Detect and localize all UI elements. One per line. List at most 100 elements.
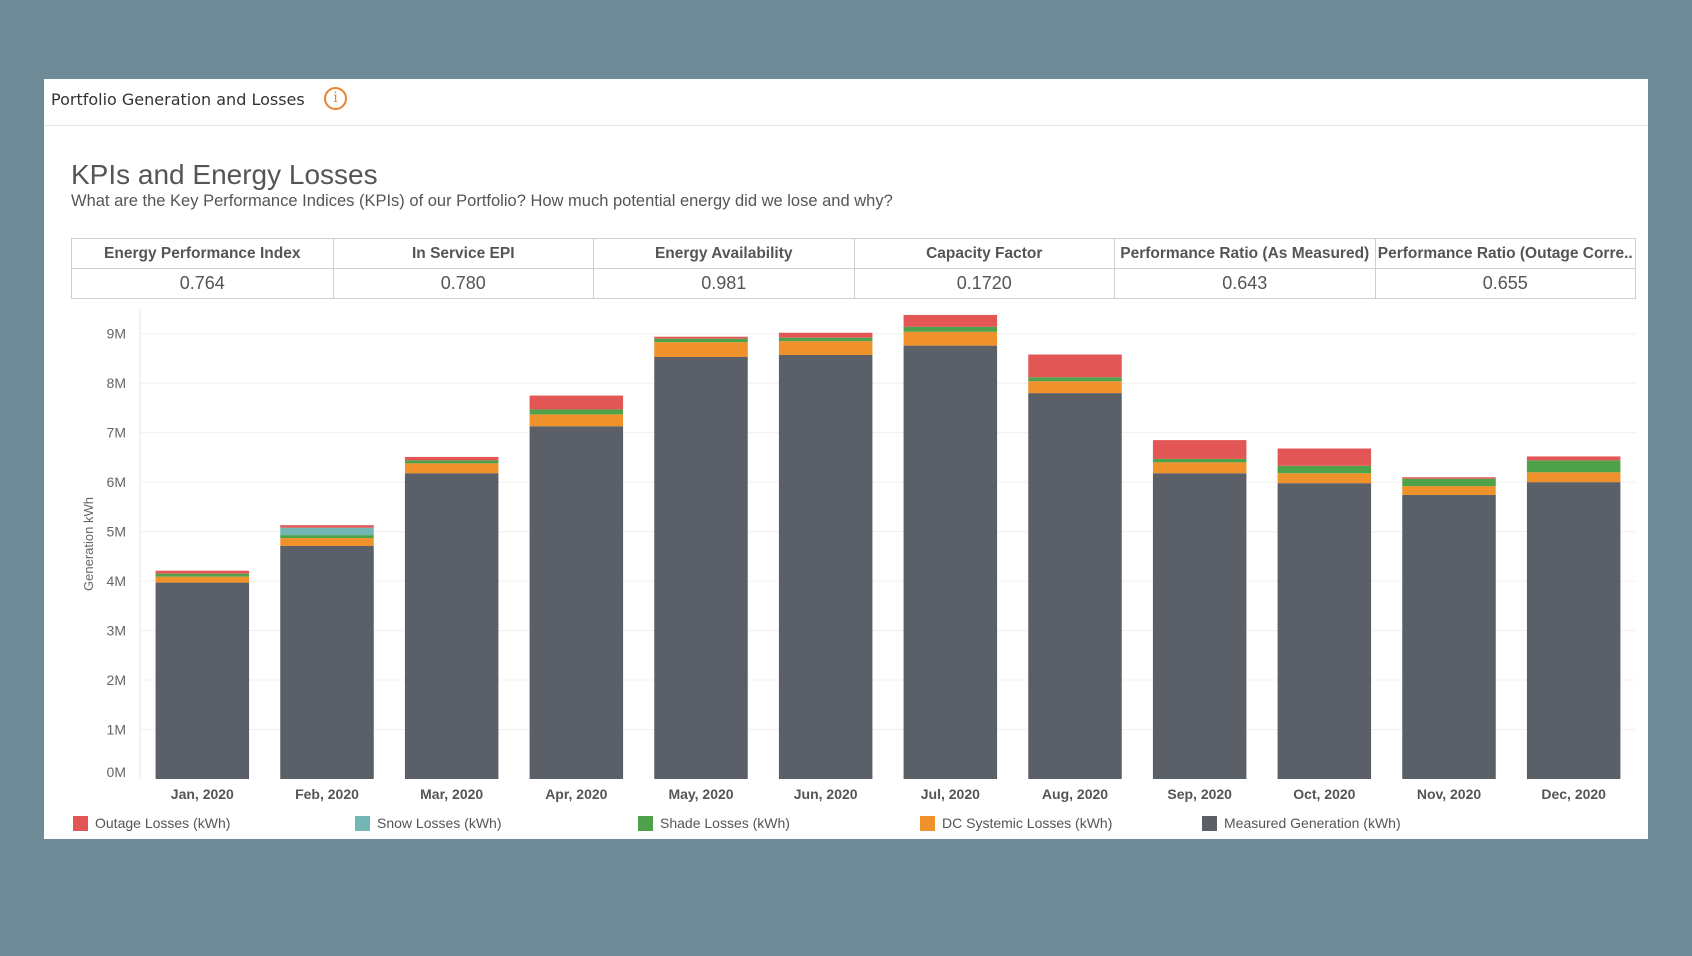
legend-swatch (920, 815, 935, 831)
bar-segment (404, 473, 499, 779)
bar-segment (1402, 486, 1496, 496)
bar-segment (404, 460, 499, 464)
dashboard-panel: Portfolio Generation and Losses i KPIs a… (44, 79, 1648, 839)
bar-segment (529, 414, 624, 427)
bar-segment (1152, 458, 1247, 463)
bar-segment (280, 538, 374, 546)
x-tick-label: Oct, 2020 (1293, 786, 1355, 802)
kpi-value-in-service-epi: 0.780 (332, 269, 594, 298)
bar-segment (1402, 477, 1496, 479)
info-icon[interactable]: i (324, 87, 347, 110)
bar-segment (654, 342, 748, 357)
bar-segment (1028, 381, 1122, 394)
bar-segment (903, 326, 998, 332)
kpi-header-in-service-epi: In Service EPI (332, 239, 593, 269)
legend-item[interactable]: Measured Generation (kWh) (1202, 815, 1401, 831)
bar-segment (1028, 393, 1122, 779)
bar-segment (778, 337, 873, 342)
kpi-value-capacity-factor: 0.1720 (853, 269, 1115, 298)
kpi-header-capacity-factor: Capacity Factor (853, 239, 1114, 269)
kpi-section-subtitle: What are the Key Performance Indices (KP… (71, 192, 893, 210)
legend-label: Outage Losses (kWh) (95, 815, 231, 831)
x-tick-label: Dec, 2020 (1541, 786, 1606, 802)
bar-segment (654, 336, 748, 339)
bar-segment (1277, 465, 1372, 474)
bar-segment (529, 395, 624, 410)
bar-segment (1152, 440, 1247, 459)
x-tick-label: Sep, 2020 (1167, 786, 1232, 802)
legend-item[interactable]: DC Systemic Losses (kWh) (920, 815, 1112, 831)
legend-swatch (1202, 815, 1217, 831)
legend-label: Snow Losses (kWh) (377, 815, 502, 831)
bar-segment (404, 463, 499, 474)
bar-segment (280, 527, 374, 536)
bar-segment (1152, 462, 1247, 474)
panel-title: Portfolio Generation and Losses (51, 90, 305, 109)
x-tick-label: Nov, 2020 (1417, 786, 1482, 802)
legend-label: DC Systemic Losses (kWh) (942, 815, 1113, 831)
kpi-header-performance-ratio-outage-corrected: Performance Ratio (Outage Corre.. (1374, 239, 1635, 269)
kpi-table: Energy Performance Index In Service EPI … (71, 238, 1636, 299)
x-tick-label: Mar, 2020 (420, 786, 483, 802)
stacked-bar-chart: 0M 1M 2M 3M 4M 5M 6M 7M 8M 9M Generation kWh Jan, 2… (81, 309, 1636, 802)
y-tick-label: 3M (107, 623, 126, 639)
kpi-value-performance-ratio-measured: 0.643 (1114, 269, 1375, 298)
bar-segment (654, 356, 748, 779)
bar-segment (155, 570, 250, 574)
bar-segment (155, 573, 250, 577)
x-tick-label: May, 2020 (668, 786, 733, 802)
y-tick-label: 8M (107, 375, 126, 391)
bar-segment (155, 576, 250, 583)
bar-segment (1402, 495, 1496, 779)
bar-segment (529, 409, 624, 415)
y-tick-label: 6M (107, 474, 126, 490)
panel-header: Portfolio Generation and Losses i (44, 79, 1648, 126)
x-tick-label: Feb, 2020 (295, 786, 359, 802)
bar-segment (1526, 472, 1621, 483)
bar-segment (1028, 377, 1122, 382)
bar-segment (1526, 482, 1621, 779)
kpi-value-energy-availability: 0.981 (593, 269, 854, 298)
y-tick-label: 0M (107, 764, 126, 780)
y-tick-label: 5M (107, 524, 126, 540)
y-tick-label: 9M (107, 326, 126, 342)
legend-item[interactable]: Shade Losses (kWh) (638, 815, 790, 831)
bar-segment (654, 338, 748, 343)
legend-swatch (355, 815, 370, 831)
kpi-section-title: KPIs and Energy Losses (71, 159, 378, 190)
kpi-header-energy-availability: Energy Availability (593, 239, 854, 269)
kpi-header-performance-ratio-measured: Performance Ratio (As Measured) (1114, 239, 1375, 269)
bar-segment (1152, 473, 1247, 779)
bar-segment (1028, 354, 1122, 378)
bar-segment (903, 331, 998, 346)
legend-swatch (73, 815, 88, 831)
bar-segment (1526, 460, 1621, 473)
x-tick-label: Jan, 2020 (171, 786, 234, 802)
bar-segment (1277, 448, 1372, 466)
kpi-header-epi: Energy Performance Index (72, 239, 333, 269)
x-tick-label: Apr, 2020 (545, 786, 607, 802)
x-tick-label: Jun, 2020 (794, 786, 858, 802)
bar-segment (404, 456, 499, 461)
kpi-value-epi: 0.764 (179, 273, 225, 293)
bar-segment (280, 525, 374, 528)
bar-segment (1277, 483, 1372, 779)
legend-item[interactable]: Outage Losses (kWh) (73, 815, 230, 831)
bar-segment (1277, 473, 1372, 484)
bar-segment (903, 314, 998, 327)
bar-segment (778, 332, 873, 338)
legend-label: Measured Generation (kWh) (1224, 815, 1401, 831)
y-tick-label: 1M (107, 722, 126, 738)
x-tick-label: Aug, 2020 (1042, 786, 1108, 802)
bar-segment (1402, 478, 1496, 487)
bar-segment (529, 426, 624, 779)
bar-segment (155, 582, 250, 779)
legend-swatch (638, 815, 653, 831)
legend-label: Shade Losses (kWh) (660, 815, 790, 831)
bar-segment (280, 535, 374, 539)
legend-item[interactable]: Snow Losses (kWh) (355, 815, 501, 831)
bar-segment (1526, 456, 1621, 461)
bar-segment (280, 545, 374, 779)
y-tick-label: 2M (107, 672, 126, 688)
chart-legend: Outage Losses (kWh) Snow Losses (kWh) Shad… (44, 815, 1648, 835)
